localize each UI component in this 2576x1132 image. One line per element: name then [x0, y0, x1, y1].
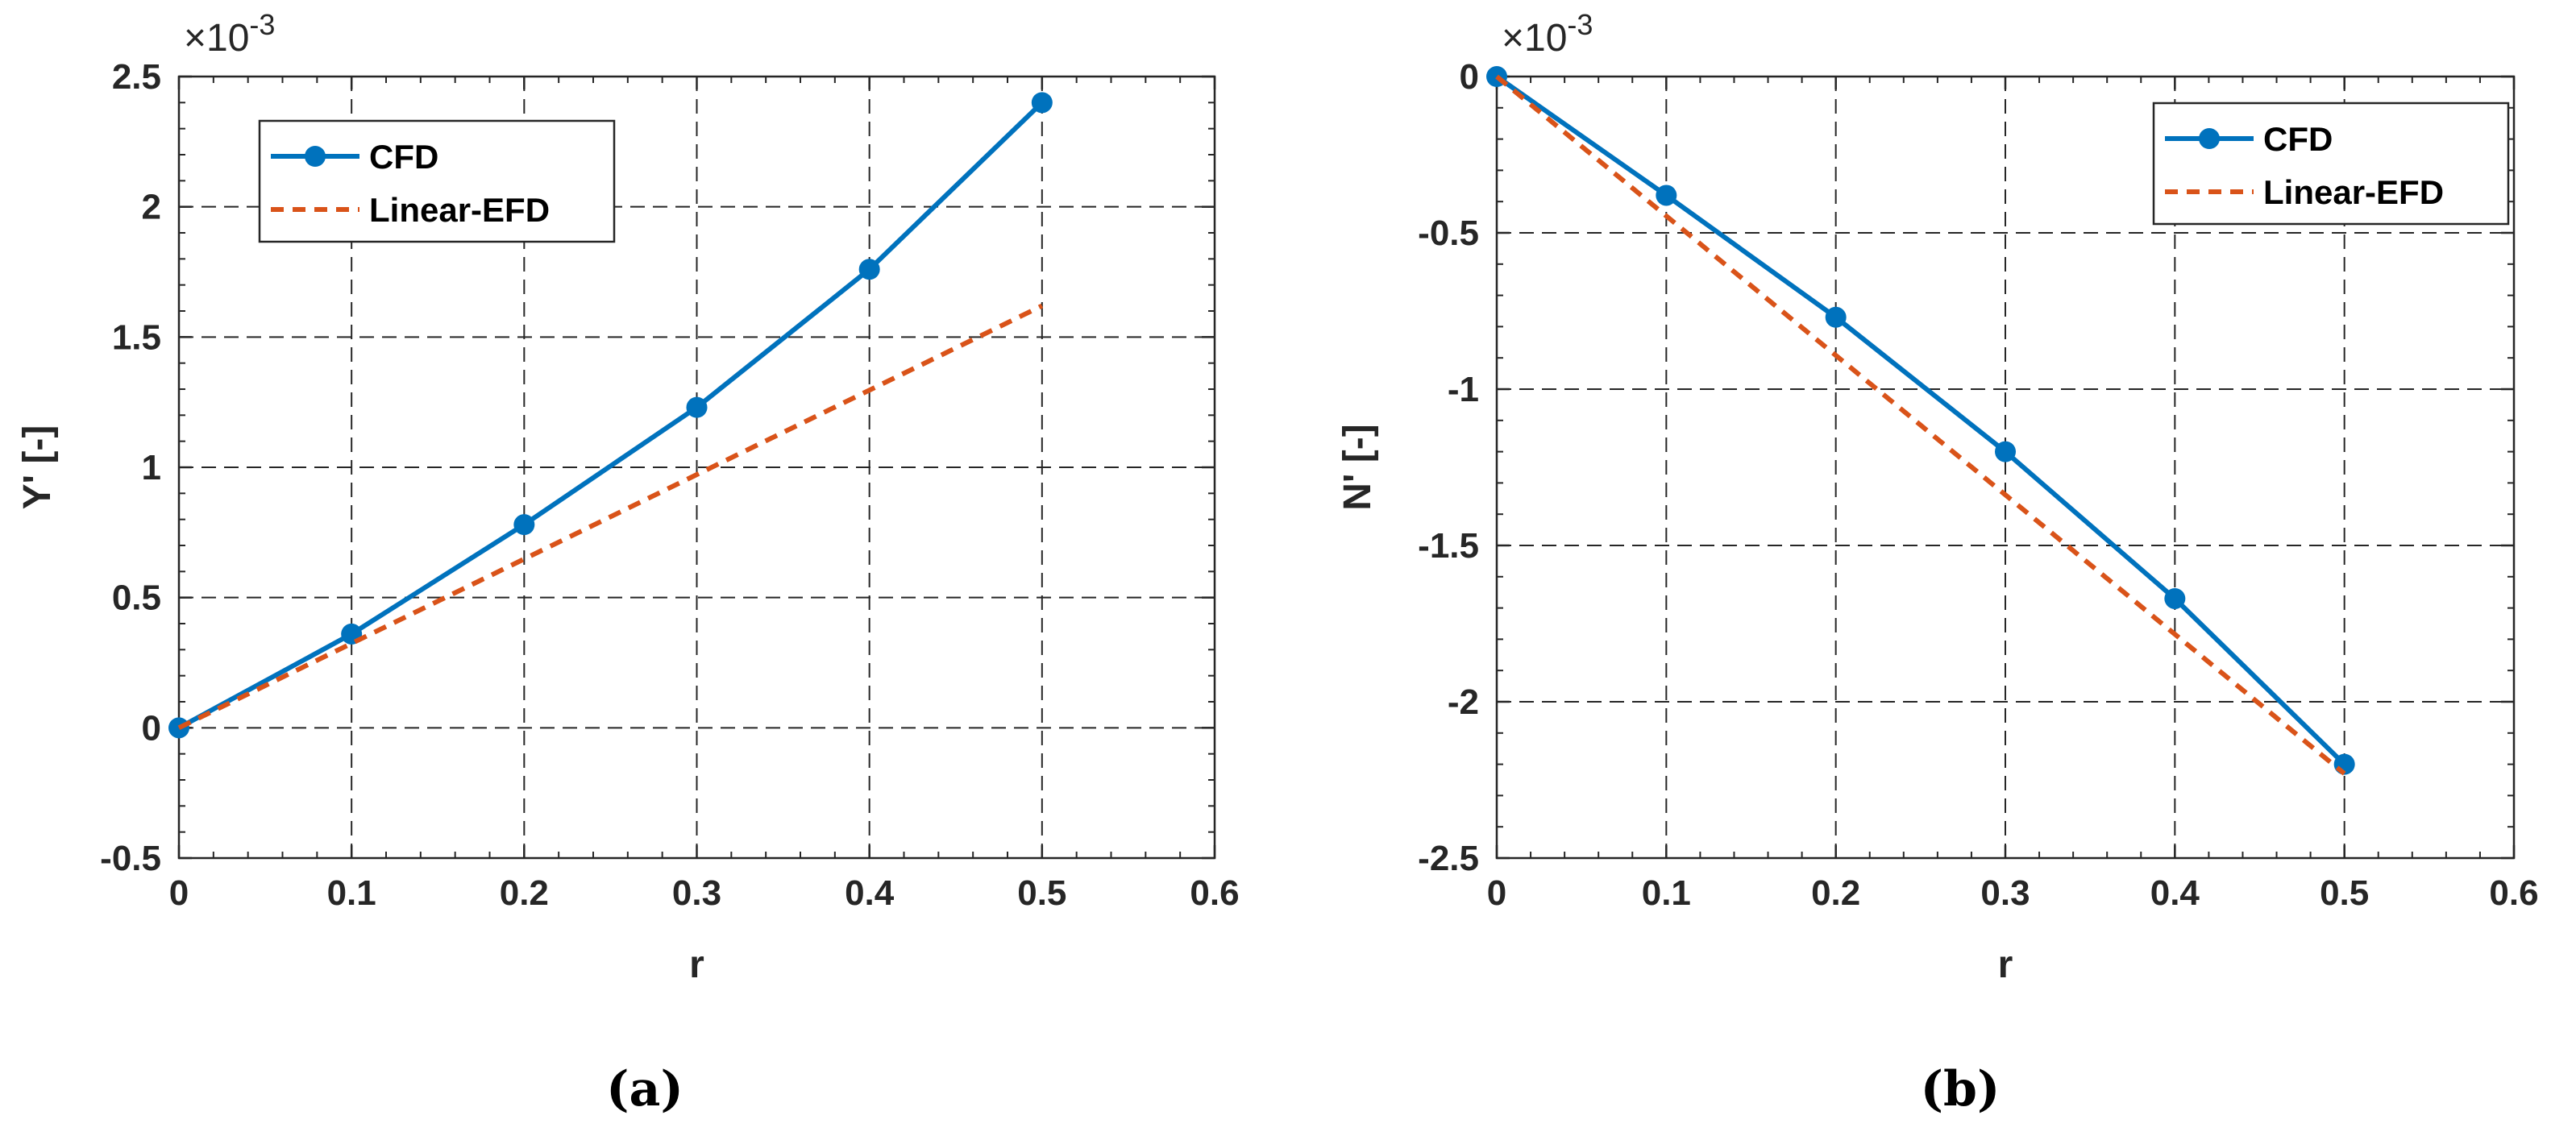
legend-label: CFD	[369, 138, 438, 176]
x-tick-label: 0.6	[2489, 873, 2538, 913]
plot-frame	[1495, 75, 2516, 860]
series-line-cfd	[1495, 74, 2346, 766]
legend-label: Linear-EFD	[369, 191, 550, 229]
subfigure-caption: (b)	[1921, 1061, 2001, 1117]
y-tick-label: 0.5	[112, 578, 161, 618]
data-point-cfd	[1995, 441, 2016, 462]
data-point-cfd	[686, 396, 708, 418]
data-point-cfd	[1825, 306, 1847, 328]
y-tick-label: 1.5	[112, 317, 161, 357]
x-tick-label: 0.5	[2320, 873, 2369, 913]
x-tick-label: 0.4	[2150, 873, 2200, 913]
y-tick-label: -1.5	[1418, 526, 1479, 566]
x-tick-label: 0.2	[1811, 873, 1860, 913]
x-tick-label: 0.3	[672, 873, 721, 913]
legend-box	[258, 119, 616, 243]
y-tick-label: 2.5	[112, 57, 161, 97]
subfigure-caption: (a)	[606, 1061, 683, 1117]
plot-frame	[177, 75, 1216, 860]
series-line-cfd	[177, 101, 1044, 730]
axis-exponent: ×10-3	[184, 8, 275, 60]
legend-label: CFD	[2263, 120, 2333, 158]
data-point-cfd	[858, 259, 880, 280]
y-axis-label: Y' [-]	[16, 425, 59, 510]
x-tick-label: 0.2	[500, 873, 549, 913]
legend: CFD Linear-EFD	[258, 119, 616, 243]
series-line-linear-efd	[1495, 74, 2346, 776]
data-point-cfd	[513, 514, 535, 536]
x-tick-label: 0.5	[1017, 873, 1066, 913]
x-axis-label: r	[689, 943, 704, 986]
y-tick-label: -2	[1448, 682, 1479, 722]
y-tick-label: -0.5	[1418, 214, 1479, 253]
legend-marker-cfd	[305, 146, 326, 167]
y-tick-label: 0	[142, 708, 161, 748]
y-tick-label: 1	[142, 448, 161, 487]
y-tick-label: -1	[1448, 370, 1479, 409]
axis-exponent: ×10-3	[1502, 8, 1593, 60]
y-tick-label: -0.5	[100, 839, 161, 878]
chart-panel-0: 0 0.1 0.2 0.3 0.4 0.5 0.6-0.500.511.522.5×10-3…	[16, 8, 1240, 1117]
x-tick-label: 0	[169, 873, 189, 913]
legend: CFD Linear-EFD	[2152, 102, 2510, 226]
legend-label: Linear-EFD	[2263, 173, 2444, 211]
x-tick-label: 0.3	[1980, 873, 2030, 913]
series-line-linear-efd	[177, 303, 1044, 731]
data-point-cfd	[1031, 92, 1053, 114]
y-tick-label: -2.5	[1418, 839, 1479, 878]
x-tick-label: 0.4	[845, 873, 895, 913]
data-point-cfd	[2164, 587, 2186, 609]
x-axis-label: r	[1998, 943, 2013, 986]
y-tick-label: 0	[1460, 57, 1479, 97]
data-point-cfd	[1656, 185, 1677, 206]
legend-box	[2152, 102, 2510, 226]
x-tick-label: 0.1	[327, 873, 376, 913]
x-tick-label: 0.1	[1642, 873, 1691, 913]
y-axis-label: N' [-]	[1336, 424, 1379, 510]
y-tick-label: 2	[142, 188, 161, 227]
x-tick-label: 0	[1487, 873, 1506, 913]
chart-panel-1: 0 0.1 0.2 0.3 0.4 0.5 0.6 -2.5 -2 -1.5 -1 -0.5 0 ×10-…	[1336, 8, 2539, 1117]
legend-marker-cfd	[2199, 128, 2220, 149]
x-tick-label: 0.6	[1190, 873, 1239, 913]
